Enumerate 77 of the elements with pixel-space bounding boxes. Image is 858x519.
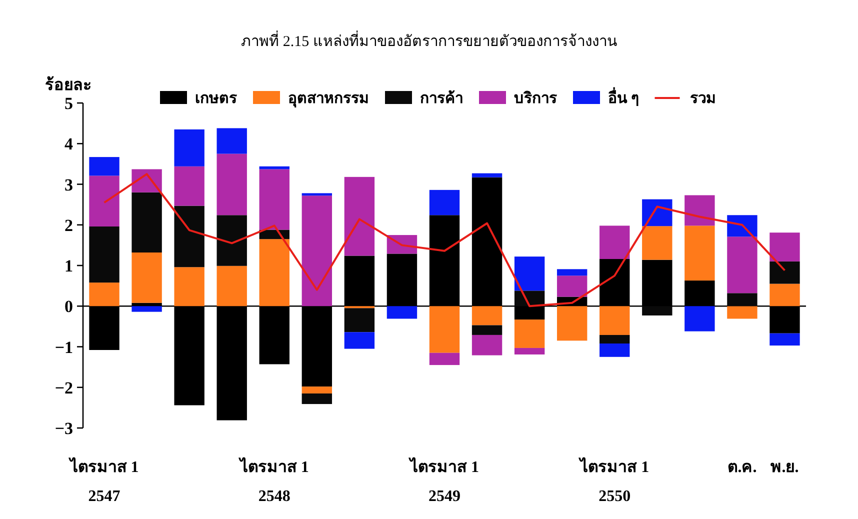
bar (302, 196, 332, 306)
y-tick-label: 0 (64, 297, 73, 316)
bar (556, 306, 588, 341)
bar (344, 176, 375, 256)
x-tick-label: ไตรมาส 1 2548 (238, 457, 309, 505)
bar (174, 206, 204, 268)
x-tick-label: ไตรมาส 1 2547 (68, 457, 139, 505)
x-tick-label: ไตรมาส 1 2549 (408, 457, 479, 505)
bar (174, 129, 204, 166)
bar (770, 232, 800, 262)
bar (770, 261, 800, 284)
bar (429, 190, 460, 216)
y-tick-label: 2 (64, 216, 73, 235)
chart-title: ภาพที่ 2.15 แหล่งที่มาของอัตราการขยายตัวของการจ้างงาน (241, 30, 617, 50)
y-tick-label: −2 (54, 378, 73, 398)
bar (259, 239, 290, 306)
bar (472, 325, 502, 335)
y-tick-label: 3 (64, 175, 73, 194)
bar (770, 333, 800, 346)
bar (600, 344, 630, 357)
y-tick-label: 1 (64, 256, 73, 276)
bar (216, 215, 247, 266)
y-tick-label: 5 (64, 94, 73, 113)
bar (216, 266, 247, 306)
bar (302, 393, 332, 404)
bar (514, 256, 545, 291)
bar (216, 154, 247, 216)
bar (89, 176, 120, 226)
bar (429, 306, 460, 353)
y-tick-label: −3 (54, 419, 73, 438)
bar (89, 282, 120, 306)
bar (472, 306, 502, 326)
bar (132, 192, 162, 252)
bar (727, 215, 758, 237)
x-tick-label: ไตรมาส 1 2550 (578, 457, 650, 505)
bar (429, 352, 460, 366)
legend-label: อื่น ๆ (608, 87, 639, 107)
bar (770, 284, 800, 306)
bar (684, 195, 715, 226)
x-tick-label: พ.ย. (770, 459, 799, 476)
bar (727, 236, 758, 294)
bar (556, 276, 588, 297)
bar (727, 306, 758, 319)
y-tick-label: −1 (54, 338, 73, 357)
bar (174, 267, 204, 306)
bar (344, 332, 375, 349)
legend-label: การค้า (420, 90, 463, 107)
bar (642, 226, 672, 260)
bar (344, 308, 375, 332)
line-series (103, 173, 786, 308)
y-axis-title: ร้อยละ (45, 76, 92, 94)
bar (472, 334, 502, 356)
bar (89, 226, 120, 283)
bar (132, 306, 162, 312)
bar (684, 226, 715, 281)
bar (132, 252, 162, 303)
bar (684, 306, 715, 332)
bar (556, 269, 588, 276)
bar (514, 348, 545, 354)
bar (600, 334, 630, 344)
legend-label: บริการ (514, 89, 558, 107)
bar (472, 173, 502, 178)
bar (259, 169, 290, 230)
bar (600, 306, 630, 335)
bar (600, 226, 630, 259)
bar (89, 157, 120, 176)
legend-label: อุตสาหกรรม (288, 91, 369, 108)
bar (302, 193, 332, 196)
y-tick-label: 4 (64, 134, 74, 154)
bar (302, 386, 332, 394)
bar (386, 306, 418, 319)
bar (216, 128, 247, 154)
legend-label: รวม (690, 91, 716, 107)
bar (514, 320, 545, 348)
x-tick-label: ต.ค. (728, 459, 757, 476)
legend-label: เกษตร (195, 91, 238, 107)
bar (174, 166, 204, 206)
